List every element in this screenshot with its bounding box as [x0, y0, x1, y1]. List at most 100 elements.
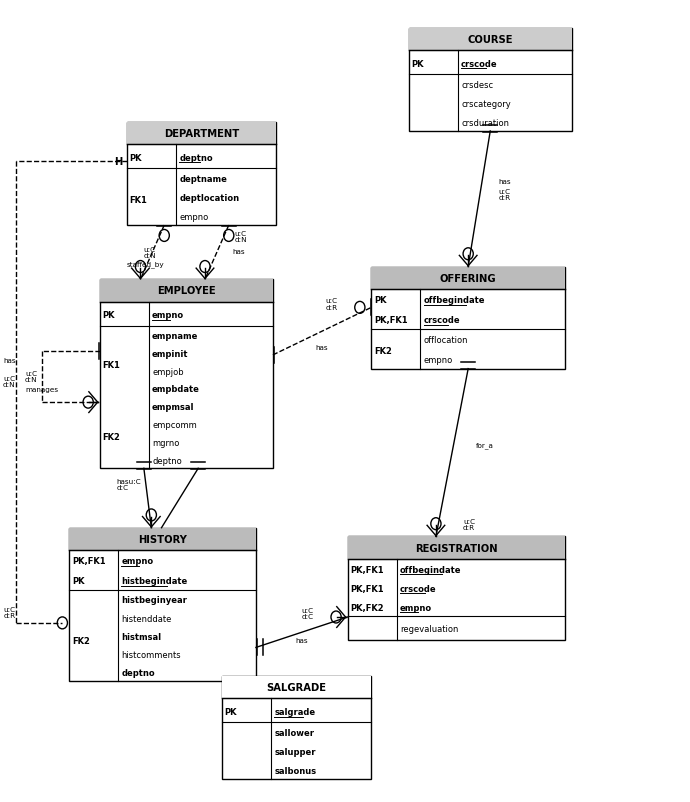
Text: d:R: d:R — [463, 525, 475, 530]
Text: deptlocation: deptlocation — [179, 194, 239, 203]
Text: histbegindate: histbegindate — [121, 577, 188, 585]
Text: salgrade: salgrade — [274, 707, 315, 716]
Text: u:C: u:C — [25, 371, 37, 376]
Text: empname: empname — [152, 331, 199, 340]
Text: staffed_by: staffed_by — [127, 261, 164, 267]
Text: has: has — [316, 345, 328, 350]
Text: d:C: d:C — [117, 485, 129, 491]
Text: u:C: u:C — [498, 188, 511, 195]
Bar — [408, 29, 572, 51]
Text: crscode: crscode — [424, 316, 460, 325]
Text: SALGRADE: SALGRADE — [266, 683, 326, 692]
Text: empno: empno — [152, 311, 184, 320]
Text: has: has — [498, 179, 511, 185]
Text: offbegindate: offbegindate — [424, 296, 485, 305]
Text: sallower: sallower — [274, 728, 314, 737]
Text: PK,FK1: PK,FK1 — [374, 316, 408, 325]
Text: crscategory: crscategory — [461, 99, 511, 109]
Bar — [348, 537, 565, 640]
Text: deptno: deptno — [179, 154, 213, 163]
Text: d:N: d:N — [234, 237, 247, 243]
Text: u:C: u:C — [144, 247, 156, 253]
Text: PK,FK2: PK,FK2 — [351, 603, 384, 612]
Text: PK,FK1: PK,FK1 — [351, 565, 384, 574]
Bar — [371, 267, 565, 290]
Bar — [371, 267, 565, 369]
Text: FK1: FK1 — [102, 361, 120, 370]
Text: PK,FK1: PK,FK1 — [351, 584, 384, 593]
Text: has: has — [3, 358, 16, 363]
Text: empinit: empinit — [152, 349, 188, 358]
Text: empmsal: empmsal — [152, 403, 195, 411]
Text: u:C: u:C — [302, 607, 313, 613]
Text: manages: manages — [25, 386, 58, 392]
Text: PK: PK — [374, 296, 386, 305]
Text: offbegindate: offbegindate — [400, 565, 462, 574]
Text: d:R: d:R — [325, 304, 337, 310]
Text: u:C: u:C — [234, 231, 246, 237]
Bar — [348, 537, 565, 559]
Text: OFFERING: OFFERING — [440, 273, 497, 283]
Bar — [127, 123, 276, 145]
Text: HISTORY: HISTORY — [138, 534, 187, 545]
Text: empbdate: empbdate — [152, 385, 200, 394]
Text: salupper: salupper — [274, 747, 316, 756]
Text: PK: PK — [130, 154, 142, 163]
Text: d:N: d:N — [3, 382, 16, 387]
Text: crsdesc: crsdesc — [461, 81, 493, 90]
Bar — [408, 29, 572, 132]
Text: crscode: crscode — [400, 584, 437, 593]
Text: PK: PK — [102, 311, 115, 320]
Text: DEPARTMENT: DEPARTMENT — [164, 129, 239, 139]
Text: histcomments: histcomments — [121, 650, 181, 659]
Text: has: has — [232, 249, 245, 254]
Text: H: H — [115, 157, 123, 167]
Bar — [100, 280, 273, 468]
Text: hasu:C: hasu:C — [117, 479, 141, 484]
Text: crscode: crscode — [461, 59, 497, 69]
Text: empjob: empjob — [152, 367, 184, 376]
Text: deptno: deptno — [152, 456, 181, 465]
Text: d:N: d:N — [144, 253, 157, 259]
Text: REGISTRATION: REGISTRATION — [415, 543, 497, 553]
Text: empcomm: empcomm — [152, 420, 197, 430]
Bar — [69, 528, 256, 550]
Text: PK: PK — [225, 707, 237, 716]
Text: u:C: u:C — [3, 375, 15, 381]
Text: FK1: FK1 — [130, 196, 148, 205]
Text: for_a: for_a — [476, 442, 494, 448]
Text: empno: empno — [179, 213, 208, 221]
Text: COURSE: COURSE — [468, 34, 513, 45]
Text: FK2: FK2 — [72, 636, 90, 645]
Text: crsduration: crsduration — [461, 119, 509, 128]
Text: empno: empno — [121, 557, 154, 565]
Text: histbeginyear: histbeginyear — [121, 596, 187, 605]
Text: deptname: deptname — [179, 175, 227, 184]
Bar — [127, 123, 276, 226]
Text: d:N: d:N — [25, 377, 38, 383]
Text: has: has — [295, 638, 308, 643]
Bar — [100, 280, 273, 302]
Text: PK,FK1: PK,FK1 — [72, 557, 106, 565]
Bar — [69, 528, 256, 682]
Text: PK: PK — [72, 577, 84, 585]
Text: FK2: FK2 — [102, 432, 120, 441]
Text: d:C: d:C — [302, 614, 313, 619]
Text: deptno: deptno — [121, 669, 155, 678]
Text: empno: empno — [424, 356, 453, 365]
Text: offlocation: offlocation — [424, 336, 469, 345]
Text: PK: PK — [411, 59, 424, 69]
Bar — [222, 676, 371, 780]
Text: empno: empno — [400, 603, 432, 612]
Text: d:R: d:R — [3, 612, 15, 618]
Text: salbonus: salbonus — [274, 766, 317, 776]
Text: u:C: u:C — [325, 298, 337, 304]
Text: u:C: u:C — [463, 518, 475, 524]
Text: u:C: u:C — [3, 606, 15, 612]
Bar — [222, 676, 371, 699]
Text: histenddate: histenddate — [121, 614, 172, 623]
Text: FK2: FK2 — [374, 346, 392, 356]
Text: d:R: d:R — [498, 195, 511, 201]
Text: EMPLOYEE: EMPLOYEE — [157, 286, 215, 296]
Text: regevaluation: regevaluation — [400, 625, 458, 634]
